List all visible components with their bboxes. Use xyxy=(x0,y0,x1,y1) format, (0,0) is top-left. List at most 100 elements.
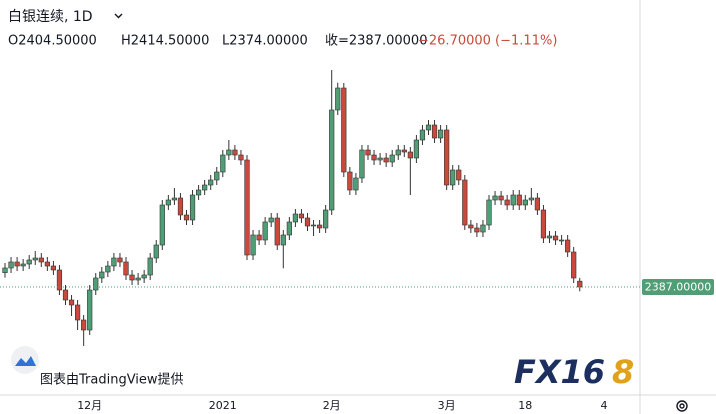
ohlc-value: O2404.50000 xyxy=(8,34,97,49)
candle-body xyxy=(87,289,93,331)
candle-body xyxy=(304,217,311,227)
candle-body xyxy=(528,197,534,201)
candle-body xyxy=(99,271,105,279)
candle-body xyxy=(425,124,432,131)
candle-body xyxy=(44,261,50,267)
gear-hub[interactable] xyxy=(679,403,685,409)
candle-body xyxy=(147,257,153,276)
candle-body xyxy=(2,267,8,273)
candle-body xyxy=(14,261,20,267)
candle-body xyxy=(68,299,75,306)
candle-body xyxy=(208,179,214,186)
candle-body xyxy=(202,184,208,191)
plot xyxy=(2,70,583,346)
candle-body xyxy=(250,234,256,256)
candle-body xyxy=(105,265,111,273)
candle-body xyxy=(365,149,371,156)
candle-body xyxy=(268,217,274,223)
candle-body xyxy=(323,209,329,229)
candle-body xyxy=(153,244,159,259)
candle-body xyxy=(407,151,413,159)
candle-body xyxy=(81,319,87,331)
watermark: 图表由TradingView提供 xyxy=(40,372,184,388)
candle-body xyxy=(480,224,486,233)
candle-body xyxy=(522,199,528,206)
candle-body xyxy=(540,209,547,239)
ohlc-value: H2414.50000 xyxy=(121,34,209,49)
candle-body xyxy=(171,197,178,201)
x-tick-label: 2021 xyxy=(209,399,237,412)
candle-body xyxy=(468,224,474,229)
candle-body xyxy=(32,257,38,261)
candle-body xyxy=(329,109,335,211)
candle-body xyxy=(196,189,202,196)
candle-body xyxy=(232,149,238,156)
candle-body xyxy=(111,257,117,267)
candle-body xyxy=(498,195,504,201)
candle-body xyxy=(534,197,540,211)
candle-body xyxy=(474,227,480,233)
candle-body xyxy=(50,265,56,271)
interval-dropdown[interactable] xyxy=(114,13,123,19)
candle-body xyxy=(292,213,299,223)
candle-body xyxy=(316,224,323,229)
candle-body xyxy=(359,149,365,179)
logo-digit: 8 xyxy=(612,353,634,391)
candle-body xyxy=(189,194,196,221)
candle-body xyxy=(552,235,559,241)
candle-body xyxy=(456,169,462,181)
x-tick-label: 3月 xyxy=(438,399,456,412)
candle-body xyxy=(383,157,389,163)
candle-body xyxy=(286,221,292,236)
candle-body xyxy=(565,239,571,253)
ohlc-value: 收=2387.00000 xyxy=(325,34,427,49)
candle-body xyxy=(214,171,220,181)
candle-body xyxy=(413,139,420,159)
candle-body xyxy=(238,154,244,161)
candle-body xyxy=(516,194,522,206)
gear[interactable] xyxy=(676,400,688,412)
candle-body xyxy=(165,199,171,206)
tv-logo-mark xyxy=(15,356,36,366)
candle-body xyxy=(8,261,14,269)
last-price-label: 2387.00000 xyxy=(645,281,711,294)
candle-body xyxy=(577,280,583,288)
candle-body xyxy=(571,251,577,279)
ohlc-legend: O2404.50000 H2414.50000 L2374.00000 收=2387.… xyxy=(8,34,557,49)
ohlc-value: L2374.00000 xyxy=(222,34,308,49)
candle-body xyxy=(75,304,81,321)
candle-body xyxy=(262,221,268,241)
candle-body xyxy=(389,154,395,163)
candle-body xyxy=(377,157,383,161)
candle-body xyxy=(226,149,232,156)
candle-body xyxy=(371,154,377,161)
candle-body xyxy=(431,124,438,139)
candle-body xyxy=(310,224,317,227)
candle-body xyxy=(558,239,565,242)
candle-body xyxy=(347,171,353,191)
candle-body xyxy=(492,195,498,201)
x-tick-label: 4 xyxy=(600,399,607,412)
candle-body xyxy=(353,177,359,191)
candle-body xyxy=(419,129,426,141)
candle-body xyxy=(450,169,456,186)
candle-body xyxy=(123,261,129,276)
candle-body xyxy=(437,129,444,139)
candle-body xyxy=(20,263,26,267)
candle-body xyxy=(274,217,280,246)
last-price-box xyxy=(642,279,714,295)
candle-body xyxy=(510,194,516,206)
candle-body xyxy=(56,269,63,291)
settings-icon[interactable] xyxy=(676,400,688,412)
candle-body xyxy=(395,149,401,156)
x-tick-label: 18 xyxy=(518,399,532,412)
candle-body xyxy=(335,87,341,111)
candle-body xyxy=(62,289,69,301)
candle-body xyxy=(504,199,510,206)
x-tick-label: 2月 xyxy=(323,399,341,412)
candle-body xyxy=(341,87,347,173)
candle-body xyxy=(486,199,492,226)
candle-body xyxy=(135,277,141,281)
